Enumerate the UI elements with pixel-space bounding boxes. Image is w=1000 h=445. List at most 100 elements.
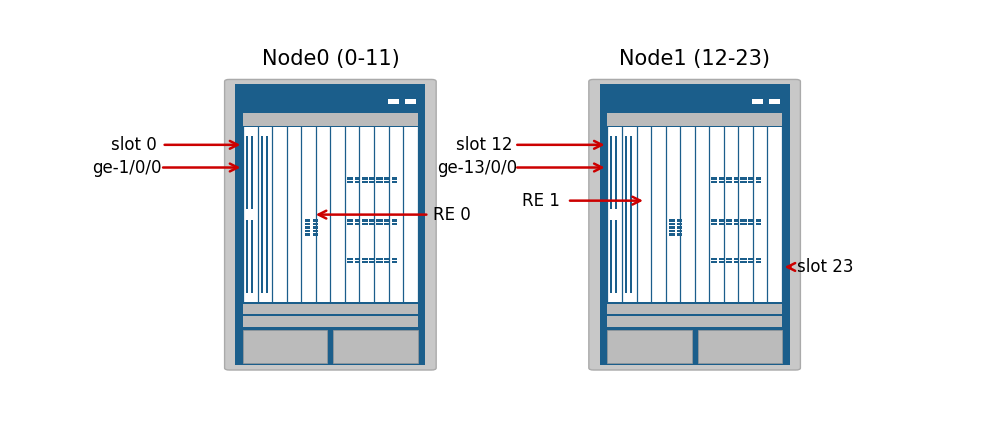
Bar: [740, 261, 746, 263]
Bar: [243, 316, 418, 327]
Bar: [246, 136, 248, 293]
Bar: [748, 261, 754, 263]
Text: ge-13/0/0: ge-13/0/0: [437, 158, 517, 177]
Bar: [669, 223, 675, 225]
Bar: [377, 222, 383, 225]
Bar: [347, 181, 353, 183]
Bar: [630, 136, 632, 293]
Bar: [741, 181, 747, 183]
Bar: [756, 258, 761, 260]
Bar: [313, 230, 318, 232]
Bar: [362, 258, 367, 260]
Bar: [235, 84, 425, 365]
Bar: [748, 222, 754, 225]
Bar: [376, 178, 382, 180]
Bar: [243, 113, 418, 126]
Bar: [369, 258, 375, 260]
Bar: [741, 261, 747, 263]
Bar: [756, 261, 761, 263]
Bar: [384, 258, 389, 260]
Bar: [376, 219, 382, 222]
Bar: [377, 219, 383, 222]
Bar: [369, 181, 375, 183]
Bar: [355, 258, 360, 260]
Bar: [698, 330, 782, 363]
Bar: [727, 181, 732, 183]
Bar: [719, 181, 725, 183]
Bar: [388, 99, 399, 104]
Bar: [243, 303, 418, 314]
Bar: [741, 219, 747, 222]
Bar: [362, 222, 367, 225]
Bar: [734, 219, 739, 222]
Bar: [363, 222, 368, 225]
Bar: [347, 261, 353, 263]
Text: RE 1: RE 1: [522, 192, 560, 210]
Bar: [752, 99, 763, 104]
Bar: [600, 84, 790, 365]
Bar: [677, 219, 682, 222]
Bar: [392, 258, 397, 260]
Bar: [384, 261, 389, 263]
Bar: [261, 136, 263, 293]
Bar: [607, 303, 782, 314]
Bar: [377, 181, 383, 183]
FancyBboxPatch shape: [589, 80, 800, 370]
Bar: [376, 181, 382, 183]
Bar: [726, 261, 731, 263]
Bar: [734, 261, 739, 263]
Bar: [727, 222, 732, 225]
Bar: [363, 181, 368, 183]
Bar: [347, 258, 353, 260]
Bar: [313, 223, 318, 225]
Bar: [313, 233, 318, 235]
Bar: [677, 223, 682, 225]
Bar: [362, 178, 367, 180]
Bar: [363, 258, 368, 260]
Bar: [615, 210, 617, 220]
Bar: [355, 261, 360, 263]
Bar: [384, 181, 389, 183]
Bar: [726, 181, 731, 183]
Bar: [726, 178, 731, 180]
Bar: [246, 210, 248, 220]
Bar: [392, 222, 397, 225]
Bar: [305, 227, 310, 229]
Text: slot 12: slot 12: [456, 136, 513, 154]
Bar: [756, 178, 761, 180]
Bar: [726, 222, 731, 225]
Bar: [677, 230, 682, 232]
Text: RE 0: RE 0: [433, 206, 471, 224]
Bar: [615, 136, 617, 293]
Bar: [377, 258, 383, 260]
Bar: [362, 261, 367, 263]
Bar: [669, 219, 675, 222]
Bar: [711, 178, 717, 180]
Text: ge-1/0/0: ge-1/0/0: [92, 158, 162, 177]
Bar: [243, 330, 327, 363]
Bar: [363, 219, 368, 222]
Bar: [369, 219, 375, 222]
Bar: [734, 222, 739, 225]
FancyBboxPatch shape: [225, 80, 436, 370]
Bar: [610, 136, 612, 293]
Bar: [362, 181, 367, 183]
Bar: [305, 219, 310, 222]
Bar: [607, 330, 692, 363]
Bar: [740, 178, 746, 180]
Bar: [376, 261, 382, 263]
Bar: [625, 136, 627, 293]
Bar: [405, 99, 416, 104]
Bar: [719, 178, 725, 180]
Bar: [726, 258, 731, 260]
Bar: [711, 219, 717, 222]
Bar: [719, 219, 725, 222]
Bar: [369, 178, 375, 180]
Bar: [727, 261, 732, 263]
Bar: [727, 258, 732, 260]
Bar: [719, 222, 725, 225]
Bar: [243, 127, 418, 302]
Bar: [363, 261, 368, 263]
Bar: [756, 219, 761, 222]
Bar: [669, 230, 675, 232]
